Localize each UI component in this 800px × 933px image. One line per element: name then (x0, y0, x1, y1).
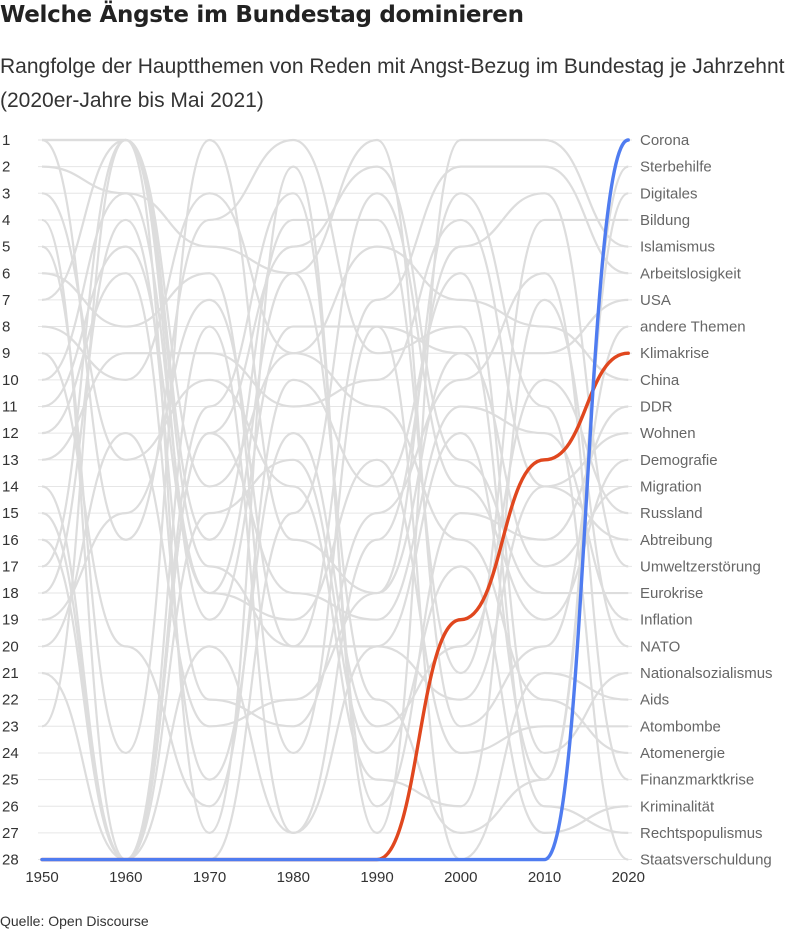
y-tick-label: 22 (2, 692, 19, 709)
series-label-bildung: Bildung (640, 212, 690, 229)
y-axis-tick-labels: 1234567891011121314151617181920212223242… (2, 132, 19, 869)
series-line-staatsverschuldung (41, 192, 629, 861)
series-label-atombombe: Atombombe (640, 718, 721, 735)
series-label-wohnen: Wohnen (640, 425, 696, 442)
series-line-andere-themen (41, 138, 629, 728)
series-line-umweltzerstörung (41, 192, 629, 861)
x-axis-tick-labels: 1950 1960 1970 1980 1990 2000 2010 2020 (25, 869, 645, 886)
x-tick-label: 1970 (193, 869, 226, 886)
y-tick-label: 20 (2, 638, 19, 655)
series-label-demografie: Demografie (640, 452, 718, 469)
y-tick-label: 27 (2, 825, 19, 842)
series-line-russland (41, 272, 629, 781)
y-tick-label: 3 (2, 185, 10, 202)
series-label-sterbehilfe: Sterbehilfe (640, 159, 712, 176)
series-label-aids: Aids (640, 692, 669, 709)
series-line-china (41, 192, 629, 381)
source-note: Quelle: Open Discourse (0, 913, 149, 929)
y-tick-label: 25 (2, 772, 19, 789)
y-tick-label: 16 (2, 532, 19, 549)
y-tick-label: 5 (2, 239, 10, 256)
series-label-inflation: Inflation (640, 612, 693, 629)
series-label-atomenergie: Atomenergie (640, 745, 725, 762)
series-line-abtreibung (41, 298, 629, 701)
series-label-usa: USA (640, 292, 671, 309)
series-line-atombombe (41, 245, 629, 755)
series-line-islamismus (42, 138, 629, 835)
y-tick-label: 8 (2, 319, 10, 336)
series-label-ddr: DDR (640, 399, 673, 416)
series-line-arbeitslosigkeit (42, 138, 629, 648)
x-tick-label: 1980 (277, 869, 310, 886)
y-tick-label: 15 (2, 505, 19, 522)
series-label-eurokrise: Eurokrise (640, 585, 703, 602)
series-line-kriminalität (41, 458, 629, 861)
y-tick-label: 12 (2, 425, 19, 442)
y-tick-label: 6 (2, 265, 10, 282)
series-line-demografie (41, 192, 629, 861)
series-label-klimakrise: Klimakrise (640, 345, 709, 362)
x-tick-label: 1950 (25, 869, 58, 886)
series-line-atomenergie (41, 138, 629, 755)
chart-subtitle: Rangfolge der Hauptthemen von Reden mit … (0, 55, 785, 112)
series-line-aids (41, 272, 629, 861)
series-label-finanzmarktkrise: Finanzmarktkrise (640, 772, 754, 789)
y-tick-label: 10 (2, 372, 19, 389)
series-label-china: China (640, 372, 680, 389)
y-tick-label: 17 (2, 558, 19, 575)
series-line-migration (41, 138, 629, 755)
x-tick-label: 2000 (444, 869, 477, 886)
series-label-kriminalität: Kriminalität (640, 798, 715, 815)
y-tick-label: 28 (2, 852, 19, 869)
series-line-ddr (41, 192, 629, 861)
chart-title: Welche Ängste im Bundestag dominieren (0, 2, 524, 28)
series-label-nationalsozialismus: Nationalsozialismus (640, 665, 773, 682)
background-series-lines (41, 138, 629, 861)
x-tick-label: 2010 (528, 869, 561, 886)
series-line-finanzmarktkrise (41, 218, 629, 781)
y-tick-label: 19 (2, 612, 19, 629)
y-tick-label: 23 (2, 718, 19, 735)
y-tick-label: 9 (2, 345, 10, 362)
y-tick-label: 2 (2, 159, 10, 176)
series-line-rechtspopulismus (41, 138, 629, 834)
y-tick-label: 18 (2, 585, 19, 602)
series-label-abtreibung: Abtreibung (640, 532, 713, 549)
y-tick-label: 26 (2, 798, 19, 815)
x-tick-label: 1990 (360, 869, 393, 886)
series-label-russland: Russland (640, 505, 703, 522)
series-label-digitales: Digitales (640, 185, 698, 202)
series-label-andere-themen: andere Themen (640, 319, 746, 336)
x-tick-label: 2020 (612, 869, 645, 886)
series-line-nationalsozialismus (41, 272, 629, 808)
series-label-arbeitslosigkeit: Arbeitslosigkeit (640, 265, 742, 282)
series-line-corona (40, 138, 630, 862)
series-label-islamismus: Islamismus (640, 239, 715, 256)
x-tick-label: 1960 (109, 869, 142, 886)
y-tick-label: 7 (2, 292, 10, 309)
series-end-labels: Corona Sterbehilfe Digitales Bildung Islamis… (640, 132, 773, 869)
series-label-rechtspopulismus: Rechtspopulismus (640, 825, 763, 842)
series-label-migration: Migration (640, 478, 702, 495)
y-tick-label: 1 (2, 132, 10, 149)
y-tick-label: 21 (2, 665, 19, 682)
series-label-corona: Corona (640, 132, 690, 149)
highlight-series-lines (40, 138, 630, 862)
series-label-umweltzerstörung: Umweltzerstörung (640, 558, 761, 575)
bump-chart: 1234567891011121314151617181920212223242… (2, 132, 773, 886)
series-label-staatsverschuldung: Staatsverschuldung (640, 852, 772, 869)
series-line-nato (41, 192, 629, 808)
series-label-nato: NATO (640, 638, 680, 655)
y-tick-label: 14 (2, 478, 19, 495)
y-tick-label: 4 (2, 212, 10, 229)
y-tick-label: 11 (2, 399, 18, 416)
y-tick-label: 13 (2, 452, 19, 469)
y-tick-label: 24 (2, 745, 19, 762)
